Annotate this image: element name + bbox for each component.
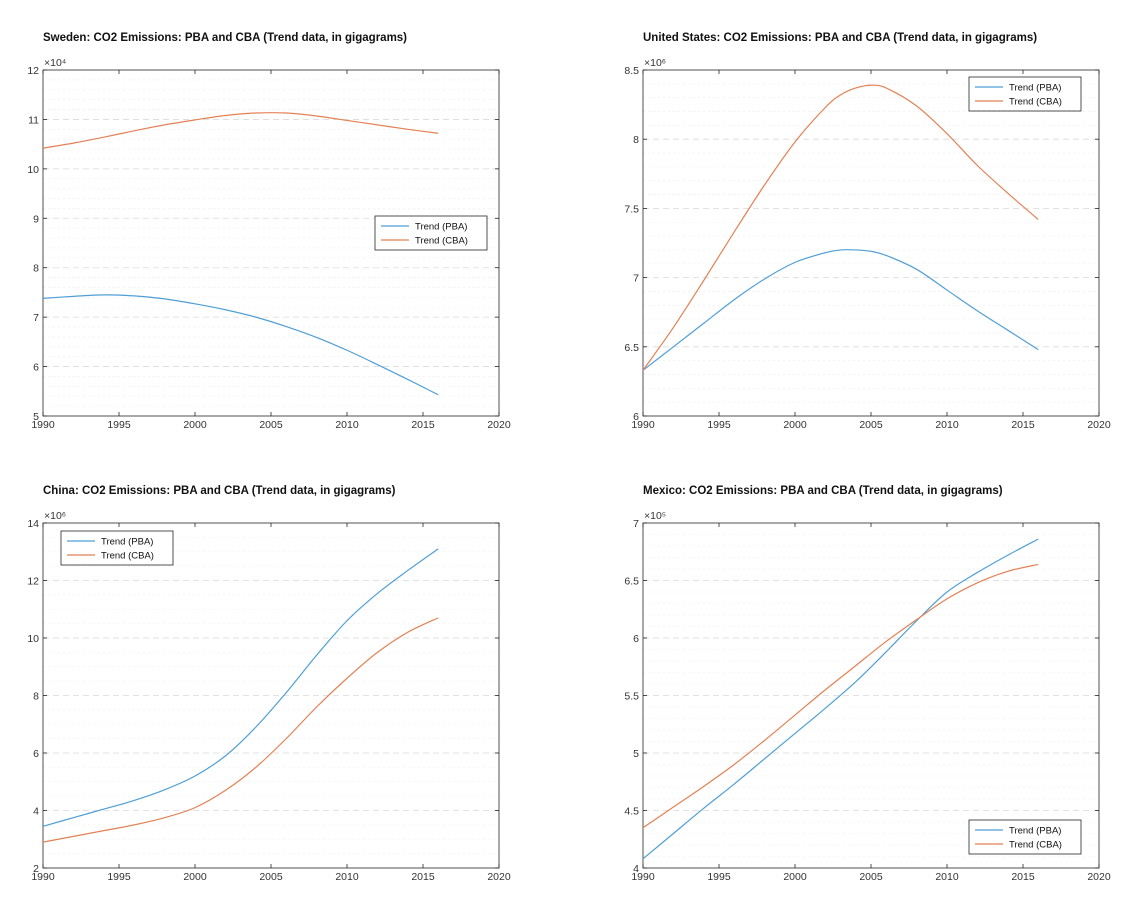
plot-area-frame	[42, 522, 500, 869]
chart-title: Sweden: CO2 Emissions: PBA and CBA (Tren…	[43, 32, 407, 44]
x-tick-label: 1990	[631, 871, 655, 883]
y-tick-label: 6.5	[624, 342, 639, 354]
y-tick-label: 2	[33, 863, 39, 875]
y-axis-multiplier: ×10⁶	[644, 57, 666, 69]
x-tick-label: 2015	[1011, 419, 1035, 431]
x-tick-label: 2005	[859, 871, 883, 883]
legend-entry: Trend (PBA)	[101, 537, 153, 548]
y-tick-label: 5	[33, 411, 39, 423]
legend-entry: Trend (CBA)	[1009, 97, 1062, 108]
legend-box	[968, 76, 1082, 112]
legend-box	[968, 819, 1082, 855]
y-tick-label: 4.5	[624, 806, 639, 818]
y-tick-label: 7	[633, 273, 639, 285]
series-line-cba	[642, 563, 1039, 829]
chart-panel-1: 1990 1995 2000 2005 2010 2015 2020 6 6.5 7 7.5 8 8.5…	[624, 32, 1110, 431]
x-tick-label: 2005	[859, 419, 883, 431]
legend-box	[374, 215, 488, 251]
legend-entry: Trend (CBA)	[101, 551, 154, 562]
legend-entry: Trend (PBA)	[1009, 826, 1061, 837]
x-tick-label: 1990	[631, 419, 655, 431]
y-tick-label: 11	[28, 114, 39, 126]
x-tick-label: 2000	[783, 871, 807, 883]
x-tick-label: 2010	[935, 871, 959, 883]
x-tick-label: 2010	[335, 871, 359, 883]
y-tick-label: 8	[633, 134, 639, 146]
chart-title: China: CO2 Emissions: PBA and CBA (Trend…	[43, 485, 396, 497]
series-line-pba	[642, 249, 1039, 371]
plot-area-frame	[642, 69, 1100, 417]
y-tick-label: 6	[633, 633, 639, 645]
y-tick-label: 6	[33, 748, 39, 760]
legend-box	[60, 530, 174, 566]
legend-entry: Trend (CBA)	[1009, 840, 1062, 851]
x-tick-label: 2000	[783, 419, 807, 431]
x-tick-label: 2020	[487, 871, 511, 883]
series-line-cba	[42, 112, 439, 149]
x-tick-label: 1990	[31, 871, 55, 883]
y-axis-multiplier: ×10⁴	[44, 57, 66, 69]
legend: Trend (PBA) Trend (CBA)	[968, 76, 1082, 112]
y-tick-label: 5	[633, 748, 639, 760]
series-line-cba	[642, 84, 1039, 371]
x-tick-label: 1990	[31, 419, 55, 431]
legend: Trend (PBA) Trend (CBA)	[968, 819, 1082, 855]
y-tick-label: 5.5	[624, 691, 639, 703]
x-tick-label: 2005	[259, 871, 283, 883]
x-tick-label: 1995	[107, 419, 131, 431]
x-tick-label: 1995	[707, 871, 731, 883]
x-tick-label: 2015	[411, 419, 435, 431]
legend-entry: Trend (PBA)	[415, 222, 467, 233]
chart-panel-0: 1990 1995 2000 2005 2010 2015 2020 5 6 7 8 9 10 11 12 ×…	[27, 32, 511, 431]
x-tick-label: 1995	[107, 871, 131, 883]
y-axis-multiplier: ×10⁶	[44, 510, 66, 522]
x-tick-label: 2020	[487, 419, 511, 431]
series-line-pba	[642, 538, 1039, 860]
x-tick-label: 2020	[1087, 871, 1111, 883]
legend: Trend (PBA) Trend (CBA)	[374, 215, 488, 251]
chart-title: United States: CO2 Emissions: PBA and CB…	[643, 32, 1037, 44]
y-tick-label: 8	[33, 263, 39, 275]
x-tick-label: 2000	[183, 419, 207, 431]
chart-panel-3: 1990 1995 2000 2005 2010 2015 2020 4 4.5 5 5.5 6 6.5…	[624, 485, 1110, 883]
x-tick-label: 2010	[935, 419, 959, 431]
x-tick-label: 2015	[411, 871, 435, 883]
series-line-pba	[42, 294, 439, 396]
y-tick-label: 6	[633, 411, 639, 423]
x-tick-label: 2015	[1011, 871, 1035, 883]
y-tick-label: 14	[27, 518, 39, 530]
y-tick-label: 8.5	[624, 65, 639, 77]
y-tick-label: 6.5	[624, 576, 639, 588]
y-tick-label: 12	[27, 65, 39, 77]
y-tick-label: 7	[633, 518, 639, 530]
x-tick-label: 2005	[259, 419, 283, 431]
chart-title: Mexico: CO2 Emissions: PBA and CBA (Tren…	[643, 485, 1003, 497]
y-tick-label: 6	[33, 362, 39, 374]
y-tick-label: 7	[33, 312, 39, 324]
legend-entry: Trend (CBA)	[415, 236, 468, 247]
y-tick-label: 10	[27, 633, 39, 645]
legend-entry: Trend (PBA)	[1009, 83, 1061, 94]
y-tick-label: 9	[33, 213, 39, 225]
y-tick-label: 12	[27, 576, 39, 588]
plot-area-frame	[642, 522, 1100, 869]
x-tick-label: 1995	[707, 419, 731, 431]
y-tick-label: 4	[33, 806, 39, 818]
x-tick-label: 2010	[335, 419, 359, 431]
y-tick-label: 4	[633, 863, 639, 875]
legend: Trend (PBA) Trend (CBA)	[60, 530, 174, 566]
series-line-pba	[42, 548, 439, 827]
x-tick-label: 2000	[183, 871, 207, 883]
series-line-cba	[42, 617, 439, 843]
x-tick-label: 2020	[1087, 419, 1111, 431]
y-tick-label: 8	[33, 691, 39, 703]
y-axis-multiplier: ×10⁵	[644, 510, 666, 522]
chart-panel-2: 1990 1995 2000 2005 2010 2015 2020 2 4 6 8 10 12 14 ×1…	[27, 485, 511, 883]
y-tick-label: 7.5	[624, 203, 639, 215]
y-tick-label: 10	[27, 164, 39, 176]
